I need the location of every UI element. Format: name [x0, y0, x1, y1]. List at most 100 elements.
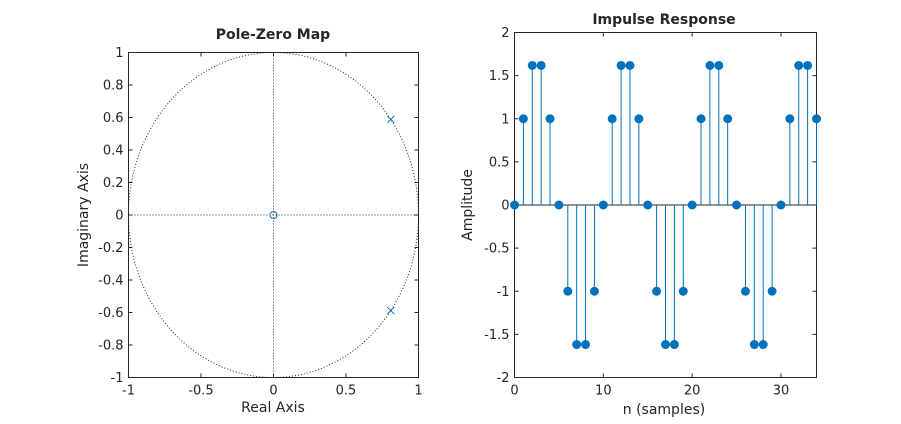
- ir-x-axis-label: n (samples): [623, 402, 705, 418]
- stem: [572, 205, 582, 350]
- pole-marker: [386, 306, 395, 315]
- pz-y-tick-label: 0: [115, 209, 123, 224]
- pz-y-tick-label: 0.2: [103, 176, 124, 191]
- pz-y-tick-label: 1: [115, 46, 123, 61]
- pz-x-tick-label: -1: [122, 384, 135, 399]
- stem-point: [723, 114, 733, 124]
- stem: [776, 200, 786, 210]
- ir-x-tick-label: 30: [773, 384, 790, 399]
- ir-y-tick-label: 1: [501, 112, 509, 127]
- pz-title: Pole-Zero Map: [216, 27, 330, 43]
- stem-point: [581, 340, 591, 350]
- pz-marks: [269, 115, 395, 315]
- ir-y-tick-label: -0.5: [484, 242, 509, 257]
- ir-x-tick-label: 10: [595, 384, 612, 399]
- stem-point: [785, 114, 795, 124]
- stem-point: [554, 200, 564, 210]
- stem-point: [643, 200, 653, 210]
- stem-point: [598, 200, 608, 210]
- ir-title: Impulse Response: [592, 12, 735, 28]
- stem: [625, 60, 635, 205]
- stem-point: [527, 60, 537, 70]
- stem-point: [589, 286, 599, 296]
- stem: [785, 114, 795, 205]
- pz-y-tick-label: 0.4: [103, 144, 124, 159]
- impulse-response-chart: Impulse Response 0 10 20 30 -2 -1.5 -1 -0.5 0 0.…: [460, 12, 821, 418]
- stem-point: [652, 286, 662, 296]
- pz-x-ticks: -1 -0.5 0 0.5 1: [122, 52, 423, 399]
- ir-y-tick-label: 1.5: [489, 69, 510, 84]
- stem: [643, 200, 653, 210]
- stem: [669, 205, 679, 350]
- pz-y-tick-label: -0.2: [98, 241, 123, 256]
- stem: [696, 114, 706, 205]
- stem: [616, 60, 626, 205]
- pz-y-tick-label: 0.6: [103, 111, 124, 126]
- stem-point: [510, 200, 519, 210]
- ir-y-tick-label: 0: [501, 199, 509, 214]
- stem: [518, 114, 528, 205]
- stem: [536, 60, 546, 205]
- pz-guides: [128, 52, 419, 378]
- stem-point: [758, 340, 768, 350]
- stem-point: [794, 60, 804, 70]
- pole-zero-chart: Pole-Zero Map -1 -0.5 0 0.5 1 -1 -0.8 -0.6 -0.4…: [76, 27, 423, 416]
- stem: [634, 114, 644, 205]
- pz-y-tick-label: -0.6: [98, 306, 123, 321]
- stem: [812, 114, 821, 205]
- stem-point: [616, 60, 626, 70]
- stem: [661, 205, 670, 350]
- pz-x-axis-label: Real Axis: [241, 400, 305, 416]
- stem-point: [740, 286, 750, 296]
- stem-point: [563, 286, 573, 296]
- pz-y-tick-label: -1: [111, 371, 124, 386]
- stem-point: [803, 60, 813, 70]
- stem-point: [518, 114, 528, 124]
- stem-point: [749, 340, 759, 350]
- pz-y-tick-label: -0.4: [98, 274, 123, 289]
- stem-point: [661, 340, 670, 350]
- pz-x-tick-label: -0.5: [188, 384, 213, 399]
- stem: [545, 114, 555, 205]
- stem: [723, 114, 733, 205]
- ir-y-ticks: -2 -1.5 -1 -0.5 0 0.5 1 1.5 2: [484, 26, 817, 386]
- stem-point: [678, 286, 688, 296]
- stem: [527, 60, 537, 205]
- stem-point: [536, 60, 546, 70]
- stem-point: [687, 200, 697, 210]
- stem-point: [732, 200, 742, 210]
- stem-point: [669, 340, 679, 350]
- pz-x-tick-label: 0.5: [336, 384, 357, 399]
- ir-marks: [510, 60, 821, 350]
- stem-point: [607, 114, 617, 124]
- pole-marker-stroke: [386, 115, 395, 124]
- stem: [732, 200, 742, 210]
- stem: [581, 205, 591, 350]
- ir-y-tick-label: -1: [497, 285, 510, 300]
- stem-point: [572, 340, 582, 350]
- stem: [563, 205, 573, 296]
- stem-point: [545, 114, 555, 124]
- pz-y-tick-label: 0.8: [103, 79, 124, 94]
- stem: [794, 60, 804, 205]
- stem: [652, 205, 662, 296]
- pz-x-tick-label: 0: [269, 384, 277, 399]
- stem: [687, 200, 697, 210]
- pole-marker-stroke: [386, 306, 395, 315]
- ir-x-tick-label: 0: [510, 384, 518, 399]
- stem-point: [767, 286, 777, 296]
- stem: [589, 205, 599, 296]
- stem: [758, 205, 768, 350]
- stem: [678, 205, 688, 296]
- stem-point: [776, 200, 786, 210]
- ir-x-tick-label: 20: [684, 384, 701, 399]
- pole-marker: [386, 115, 395, 124]
- ir-y-tick-label: 0.5: [489, 155, 510, 170]
- stem: [705, 60, 715, 205]
- ir-y-tick-label: -1.5: [484, 328, 509, 343]
- pz-y-axis-label: Imaginary Axis: [76, 163, 92, 267]
- stem-point: [714, 60, 724, 70]
- zero-marker: [269, 211, 278, 219]
- pz-y-ticks: -1 -0.8 -0.6 -0.4 -0.2 0 0.2 0.4 0.6 0.8 1: [98, 46, 419, 386]
